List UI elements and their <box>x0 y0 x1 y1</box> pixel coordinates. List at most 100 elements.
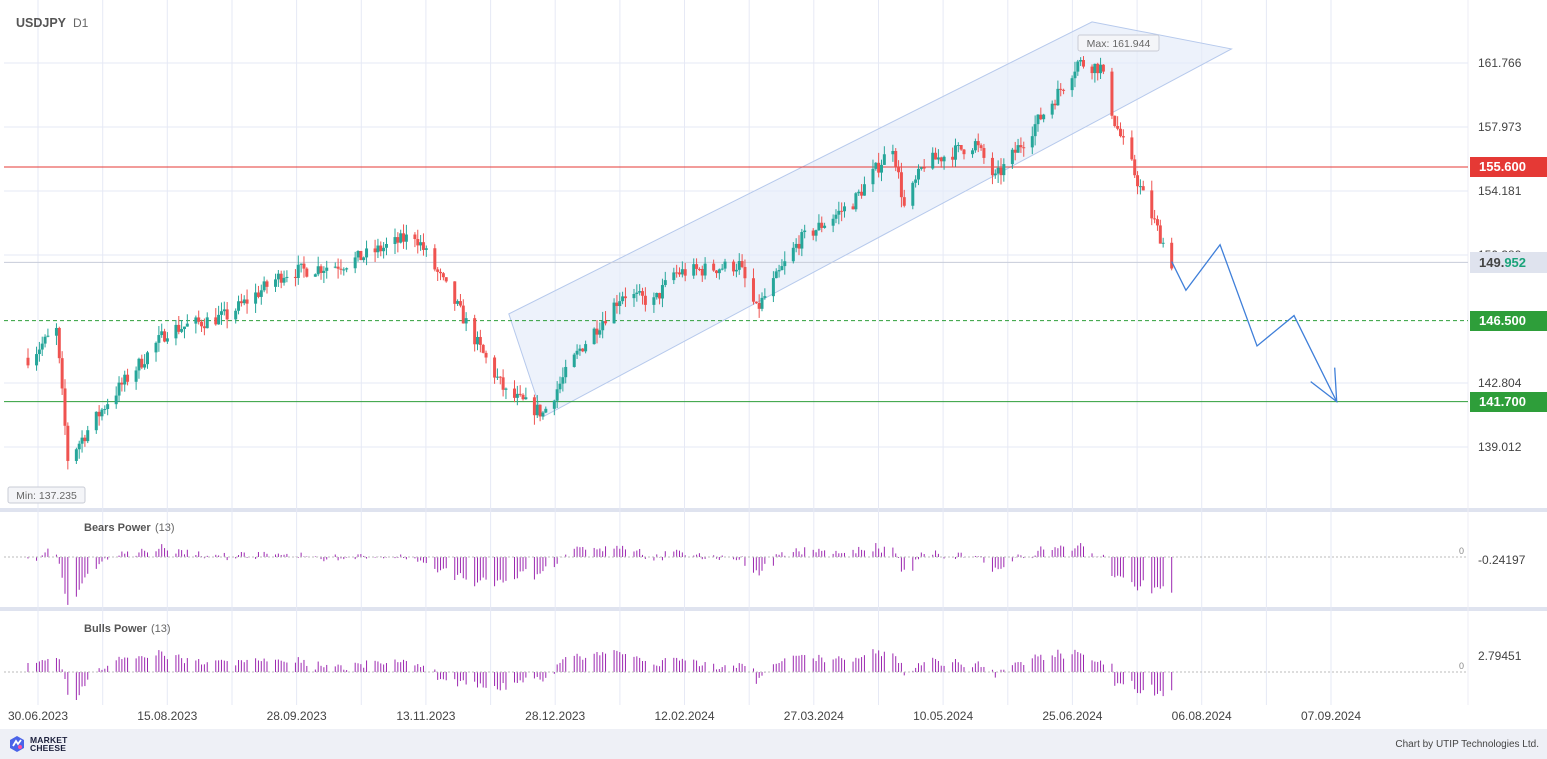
candle-body <box>154 342 158 353</box>
current-price-accent: 952 <box>1504 255 1526 270</box>
candle-body <box>555 389 559 401</box>
min-price-label: Min: 137.235 <box>16 490 77 502</box>
time-tick-label: 27.03.2024 <box>784 709 844 723</box>
candle-body <box>120 382 124 385</box>
candle-body <box>774 271 778 279</box>
level-tag-resistance: 155.600 <box>1470 157 1547 178</box>
candle-body <box>973 141 977 151</box>
candle-body <box>26 357 30 366</box>
candle-body <box>373 248 377 253</box>
pane-separator <box>0 508 1547 512</box>
candle-body <box>615 302 619 307</box>
timeframe-label: D1 <box>73 16 89 30</box>
candle-body <box>882 154 886 165</box>
candle-body <box>663 280 667 286</box>
bulls-power-title: Bulls Power <box>84 623 148 635</box>
candle-body <box>225 309 229 320</box>
time-tick-label: 12.02.2024 <box>654 709 714 723</box>
candle-body <box>1158 225 1162 244</box>
forecast-line <box>1171 243 1338 402</box>
candle-body <box>1130 137 1134 160</box>
candle-body <box>578 348 582 351</box>
candle-body <box>74 449 78 461</box>
candle-body <box>1138 186 1142 188</box>
candle-body <box>953 145 957 160</box>
time-tick-label: 10.05.2024 <box>913 709 973 723</box>
price-chart[interactable]: 161.766157.973154.181150.389142.804139.0… <box>0 0 1547 729</box>
candle-body <box>737 261 741 270</box>
candle-body <box>797 243 801 249</box>
bears-power-title: Bears Power <box>84 522 151 534</box>
candle-body <box>504 388 508 390</box>
candle-body <box>976 141 980 146</box>
candle-body <box>461 305 465 324</box>
candle-body <box>484 352 488 358</box>
level-tag-target-2: 141.700 <box>1470 391 1547 412</box>
candle-body <box>857 191 861 194</box>
candle-body <box>840 210 844 212</box>
min-price-callout: Min: 137.235 <box>7 486 86 504</box>
candle-body <box>751 278 755 302</box>
level-tag-target-1: 146.500 <box>1470 310 1547 331</box>
max-price-label: Max: 161.944 <box>1087 38 1151 50</box>
bulls-power-value: 2.79451 <box>1478 649 1522 663</box>
candle-body <box>894 150 898 167</box>
max-price-callout: Max: 161.944 <box>1077 34 1160 52</box>
price-tick-label: 139.012 <box>1478 440 1522 454</box>
forecast-arrowhead <box>1310 367 1338 404</box>
candle-body <box>40 343 44 350</box>
candle-body <box>163 331 167 342</box>
candle-body <box>532 397 536 416</box>
candle-body <box>1113 115 1117 127</box>
candle-body <box>558 383 562 390</box>
brand-logo: MARKET CHEESE <box>8 735 68 753</box>
price-tick-label: 161.766 <box>1478 56 1522 70</box>
current-price-tag: 149.952 <box>1470 252 1547 273</box>
candle-body <box>717 269 721 274</box>
horizontal-levels <box>4 166 1468 403</box>
candle-body <box>165 338 169 342</box>
candle-body <box>621 296 625 302</box>
candle-body <box>564 366 568 378</box>
candle-body <box>200 321 204 327</box>
candle-body <box>1010 149 1014 165</box>
candle-body <box>60 358 64 389</box>
candle-body <box>97 411 101 417</box>
candle-body <box>860 191 864 196</box>
candle-body <box>37 349 41 355</box>
candle-body <box>379 245 383 252</box>
current-price-main: 149. <box>1479 255 1504 270</box>
candle-body <box>185 323 189 327</box>
candle-body <box>182 326 186 330</box>
symbol-label: USDJPY <box>16 16 67 30</box>
candle-body <box>592 328 596 345</box>
candle-body <box>623 296 627 299</box>
candle-body <box>877 162 881 173</box>
candle-body <box>217 314 221 325</box>
candle-body <box>77 443 81 450</box>
candle-body <box>114 395 118 405</box>
candle-body <box>382 247 386 252</box>
candle-body <box>732 261 736 272</box>
candle-body <box>214 317 218 325</box>
candle-body <box>1033 124 1037 137</box>
candle-body <box>635 292 639 294</box>
candle-body <box>160 331 164 336</box>
candle-body <box>757 302 761 309</box>
candle-body <box>202 326 206 329</box>
candle-body <box>495 376 499 378</box>
candle-body <box>1118 128 1122 137</box>
candle-body <box>1110 71 1114 116</box>
candle-body <box>393 237 397 245</box>
candle-body <box>316 266 320 275</box>
candle-body <box>914 179 918 183</box>
bears-power-params: (13) <box>155 522 175 534</box>
candle-body <box>313 274 317 277</box>
candle-body <box>262 281 266 291</box>
candle-body <box>572 354 576 367</box>
candle-body <box>660 285 664 299</box>
candle-body <box>342 269 346 271</box>
candle-body <box>157 335 161 343</box>
candle-body <box>979 145 983 149</box>
candle-body <box>239 301 243 304</box>
